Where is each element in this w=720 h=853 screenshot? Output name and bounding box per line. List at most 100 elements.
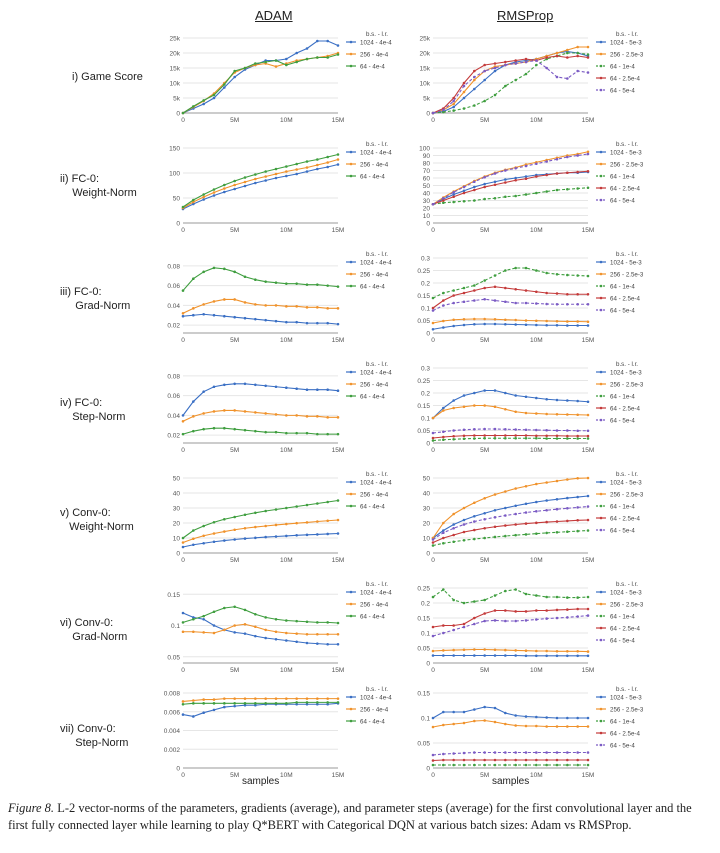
legend-label: 64 - 5e-4 <box>610 197 635 204</box>
y-tick-label: 0.05 <box>417 741 430 748</box>
data-point <box>202 99 205 102</box>
data-point <box>202 631 205 634</box>
x-tick-label: 5M <box>230 772 239 779</box>
x-tick-label: 5M <box>480 667 489 674</box>
data-point <box>524 434 528 437</box>
y-tick-label: 80 <box>423 161 431 168</box>
data-point <box>181 111 185 115</box>
legend-title: b.s. - l.r. <box>616 31 638 38</box>
data-point <box>545 531 548 535</box>
data-point <box>545 434 548 438</box>
data-point <box>586 152 590 156</box>
data-point <box>442 201 445 205</box>
data-point <box>545 649 548 653</box>
legend-label: 1024 - 5e-3 <box>610 369 642 376</box>
data-point <box>586 494 590 498</box>
data-point <box>442 763 445 767</box>
data-point <box>545 428 548 432</box>
data-point <box>483 719 486 722</box>
data-point <box>566 496 569 500</box>
data-point <box>483 404 486 407</box>
data-point <box>535 162 538 166</box>
data-point <box>586 292 590 296</box>
data-point <box>202 303 205 306</box>
data-point <box>431 296 435 300</box>
x-tick-label: 10M <box>280 772 293 779</box>
data-point <box>326 284 329 287</box>
legend-marker <box>599 504 603 508</box>
data-point <box>504 84 507 88</box>
data-point <box>326 307 329 310</box>
data-point <box>285 386 288 390</box>
data-point <box>452 193 455 196</box>
legend-marker <box>599 64 603 68</box>
data-point <box>555 51 559 55</box>
data-point <box>483 279 486 282</box>
data-point <box>566 320 569 323</box>
legend-marker <box>599 52 603 56</box>
data-point <box>431 436 435 440</box>
data-point <box>545 763 548 767</box>
data-point <box>431 538 435 541</box>
data-point <box>285 414 288 417</box>
data-point <box>254 697 257 700</box>
legend-label: 256 - 2.5e-3 <box>610 491 644 498</box>
legend-label: 64 - 5e-4 <box>610 307 635 314</box>
data-point <box>576 399 579 403</box>
data-point <box>181 414 185 417</box>
data-point <box>514 176 517 180</box>
y-tick-label: 0.04 <box>167 413 180 420</box>
data-point <box>493 389 497 392</box>
series-line-64-5e-4 <box>432 59 589 114</box>
data-point <box>202 698 205 701</box>
data-point <box>305 57 309 61</box>
x-tick-label: 15M <box>332 772 345 779</box>
series-line-256-2-5e-3 <box>432 477 589 539</box>
x-tick-label: 15M <box>332 447 345 454</box>
data-point <box>545 499 548 502</box>
data-point <box>233 605 236 609</box>
y-tick-label: 0.06 <box>167 283 180 290</box>
data-point <box>493 720 497 724</box>
data-point <box>254 303 257 306</box>
data-point <box>212 426 216 430</box>
data-point <box>442 299 445 302</box>
legend-label: 64 - 4e-4 <box>360 613 385 620</box>
data-point <box>483 612 486 615</box>
data-point <box>524 319 528 322</box>
data-point <box>243 697 247 700</box>
data-point <box>264 318 267 322</box>
data-point <box>504 178 507 181</box>
data-point <box>452 763 455 767</box>
legend-marker <box>349 52 353 56</box>
data-point <box>254 525 257 529</box>
y-tick-label: 25k <box>170 36 181 43</box>
data-point <box>483 175 486 179</box>
data-point <box>442 710 445 714</box>
series-line-64-2-5e-4 <box>432 170 589 205</box>
data-point <box>274 630 278 634</box>
data-point <box>504 654 507 657</box>
data-point <box>452 318 455 322</box>
data-point <box>305 431 309 435</box>
y-tick-label: 150 <box>169 146 180 153</box>
data-point <box>524 715 528 718</box>
y-tick-label: 0.15 <box>417 293 430 300</box>
data-point <box>483 511 486 515</box>
data-point <box>576 650 579 653</box>
legend-marker <box>599 150 603 154</box>
y-tick-label: 10 <box>173 536 181 543</box>
data-point <box>452 648 455 652</box>
data-point <box>555 188 559 192</box>
data-point <box>462 523 466 526</box>
data-point <box>326 161 329 164</box>
data-point <box>295 697 298 700</box>
data-point <box>431 202 435 206</box>
data-point <box>452 324 455 328</box>
data-point <box>545 56 548 59</box>
data-point <box>483 517 486 521</box>
data-point <box>514 410 517 414</box>
data-point <box>462 428 466 432</box>
legend-marker <box>349 370 353 374</box>
legend-label: 64 - 2.5e-4 <box>610 295 640 302</box>
